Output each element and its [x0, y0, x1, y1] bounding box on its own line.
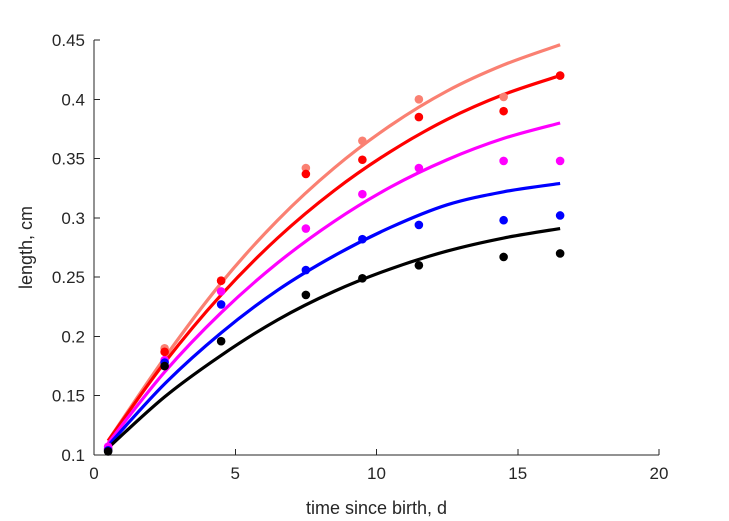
y-tick-label: 0.1: [61, 446, 85, 465]
y-axis-label: length, cm: [16, 206, 36, 289]
data-point: [555, 249, 565, 258]
data-point: [358, 234, 367, 244]
data-point: [160, 361, 169, 371]
data-point: [499, 252, 508, 262]
data-point: [301, 163, 311, 173]
data-point: [216, 336, 226, 346]
data-point: [216, 287, 226, 296]
y-tick-label: 0.45: [52, 31, 85, 50]
y-tick-label: 0.2: [61, 327, 85, 346]
data-point: [103, 447, 113, 456]
axes: [93, 40, 659, 456]
data-point: [414, 220, 424, 230]
data-point: [301, 224, 311, 233]
x-tick-label: 20: [650, 464, 669, 483]
fit-curve: [107, 226, 561, 450]
data-point: [414, 163, 424, 173]
data-point: [160, 347, 169, 357]
data-point: [358, 155, 367, 165]
y-tick-label: 0.25: [52, 268, 85, 287]
fit-curve: [106, 74, 561, 442]
fit-curve: [106, 181, 561, 447]
y-tick-label: 0.35: [52, 150, 85, 169]
fit-curve: [106, 121, 561, 445]
data-point: [216, 300, 226, 309]
data-point: [414, 260, 424, 270]
x-ticks: 0 5 10 15 20: [89, 449, 668, 483]
y-tick-label: 0.15: [52, 387, 85, 406]
fit-lines: [106, 43, 561, 450]
data-points: [103, 71, 565, 456]
data-point: [414, 94, 424, 104]
x-tick-label: 0: [89, 464, 98, 483]
data-point: [499, 156, 508, 166]
x-tick-label: 15: [508, 464, 527, 483]
data-point: [301, 290, 311, 300]
data-point: [414, 112, 424, 122]
y-ticks: 0.1 0.15 0.2 0.25 0.3 0.35 0.4 0.45: [52, 31, 100, 465]
data-point: [555, 156, 565, 166]
y-tick-label: 0.4: [61, 90, 85, 109]
data-point: [216, 276, 226, 286]
y-tick-label: 0.3: [61, 209, 85, 228]
data-point: [301, 265, 311, 275]
x-axis-label: time since birth, d: [306, 498, 447, 518]
data-point: [555, 71, 565, 80]
fit-curve: [106, 43, 561, 442]
data-point: [499, 215, 508, 225]
data-point: [499, 92, 508, 102]
x-tick-label: 10: [367, 464, 386, 483]
data-point: [358, 189, 367, 199]
data-point: [555, 211, 565, 220]
data-point: [301, 169, 311, 179]
data-point: [358, 274, 367, 283]
data-point: [499, 106, 508, 116]
x-tick-label: 5: [231, 464, 240, 483]
data-point: [358, 136, 367, 146]
